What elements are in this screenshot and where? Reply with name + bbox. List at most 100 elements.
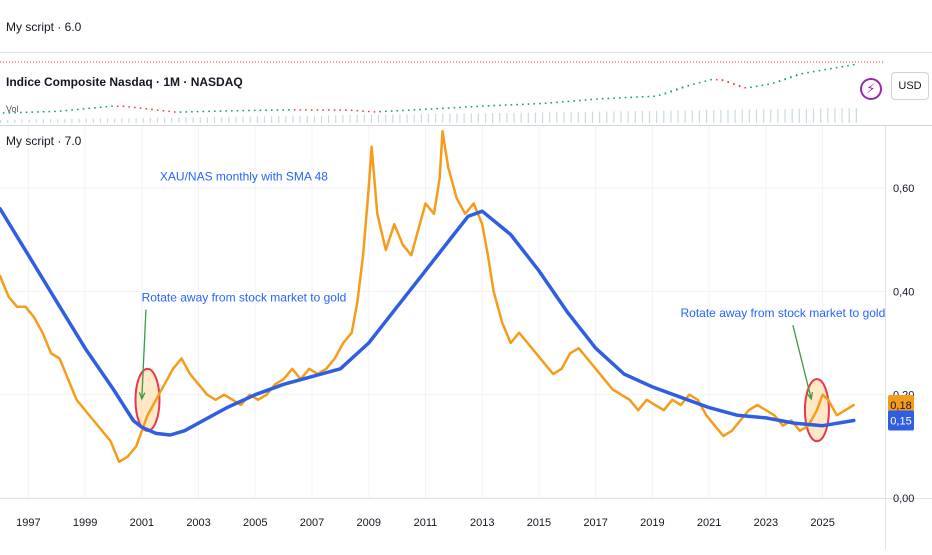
candle xyxy=(231,110,233,112)
lightning-icon[interactable]: ⚡ xyxy=(860,78,882,100)
candle xyxy=(852,63,855,66)
volume-bar xyxy=(449,113,451,123)
candle xyxy=(42,111,45,113)
candle xyxy=(761,84,764,87)
volume-bar xyxy=(741,109,743,123)
volume-bar xyxy=(748,109,750,123)
volume-bar xyxy=(249,116,251,123)
candle xyxy=(584,99,587,101)
main-pane-label[interactable]: My script · 7.0 xyxy=(6,134,82,148)
candle xyxy=(516,103,518,106)
volume-bar xyxy=(691,110,693,123)
volume-bar xyxy=(185,117,187,123)
last-value-label: 0,18 xyxy=(890,400,911,412)
x-tick-label: 2023 xyxy=(754,517,778,529)
volume-bar xyxy=(42,119,44,123)
candle xyxy=(567,100,570,103)
volume-bar xyxy=(363,114,365,123)
candle xyxy=(818,69,821,72)
volume-bar xyxy=(313,115,315,123)
main-chart-pane: 0,000,200,400,60199719992001200320052007… xyxy=(0,126,932,550)
volume-bar xyxy=(14,119,16,123)
candle xyxy=(162,109,165,112)
pane-separator[interactable] xyxy=(0,52,932,53)
candle xyxy=(236,109,239,112)
x-tick-label: 1997 xyxy=(16,517,40,529)
candle xyxy=(322,109,324,111)
candle xyxy=(14,111,16,114)
xau-nas-ratio-line xyxy=(0,129,856,464)
symbol-title[interactable]: Indice Composite Nasdaq · 1M · NASDAQ xyxy=(6,75,243,89)
last-value-badge xyxy=(888,395,914,415)
x-tick-label: 2003 xyxy=(186,517,210,529)
volume-bar xyxy=(49,119,52,123)
candle xyxy=(82,108,85,110)
candle xyxy=(88,107,91,110)
candle xyxy=(288,109,290,111)
candle xyxy=(653,95,655,97)
candle xyxy=(510,104,513,106)
candle xyxy=(733,83,735,86)
candle xyxy=(282,109,284,111)
volume-bar xyxy=(755,109,758,123)
volume-bar xyxy=(328,115,330,123)
candle xyxy=(504,104,507,106)
candle xyxy=(31,111,33,113)
x-tick-label: 2017 xyxy=(583,517,607,529)
candle xyxy=(316,109,319,111)
candle xyxy=(276,109,279,111)
candle xyxy=(105,105,108,108)
candle xyxy=(139,107,142,109)
candle xyxy=(293,109,296,111)
candle xyxy=(333,109,336,111)
volume-bar xyxy=(228,116,230,123)
candle xyxy=(738,85,741,88)
x-tick-label: 2025 xyxy=(810,517,834,529)
volume-bar xyxy=(242,116,244,123)
volume-bar xyxy=(135,118,137,123)
volume-bar xyxy=(855,108,857,123)
volume-bar xyxy=(256,116,258,123)
pane-separator[interactable] xyxy=(0,125,932,126)
volume-bar xyxy=(577,111,579,123)
candle xyxy=(527,103,530,105)
top-pane-label[interactable]: My script · 6.0 xyxy=(6,20,82,34)
mini-price-pane: Indice Composite Nasdaq · 1M · NASDAQ Vo… xyxy=(0,53,885,125)
volume-bar xyxy=(78,118,80,123)
candle xyxy=(847,64,849,67)
volume-bar xyxy=(335,115,337,123)
x-tick-label: 2019 xyxy=(640,517,664,529)
candle xyxy=(641,96,644,98)
volume-bar xyxy=(791,108,793,123)
volume-bar xyxy=(28,119,30,123)
candle xyxy=(801,72,804,75)
y-tick-label: 0,60 xyxy=(893,183,914,195)
candle xyxy=(128,106,130,108)
candle xyxy=(350,109,353,112)
last-value-label: 0,15 xyxy=(890,416,911,428)
volume-bar xyxy=(841,108,843,123)
candle xyxy=(795,74,798,77)
volume-bar xyxy=(784,109,786,123)
candle xyxy=(824,68,826,71)
candle xyxy=(784,78,787,81)
candle xyxy=(179,111,182,113)
currency-button[interactable]: USD xyxy=(891,72,929,100)
candle xyxy=(253,109,256,112)
candle xyxy=(704,80,707,82)
candle xyxy=(65,109,68,112)
candle xyxy=(122,105,125,108)
candle xyxy=(693,83,695,85)
volume-bar xyxy=(677,110,679,123)
volume-bar xyxy=(235,116,237,123)
x-tick-label: 2021 xyxy=(697,517,721,529)
volume-bar xyxy=(484,113,487,123)
candle xyxy=(470,105,473,108)
candle xyxy=(2,112,5,114)
candle xyxy=(721,79,724,82)
candle xyxy=(208,110,210,113)
candle xyxy=(191,111,193,113)
main-chart[interactable]: 0,000,200,400,60199719992001200320052007… xyxy=(0,126,932,550)
candle xyxy=(54,110,56,113)
candle xyxy=(687,84,690,87)
